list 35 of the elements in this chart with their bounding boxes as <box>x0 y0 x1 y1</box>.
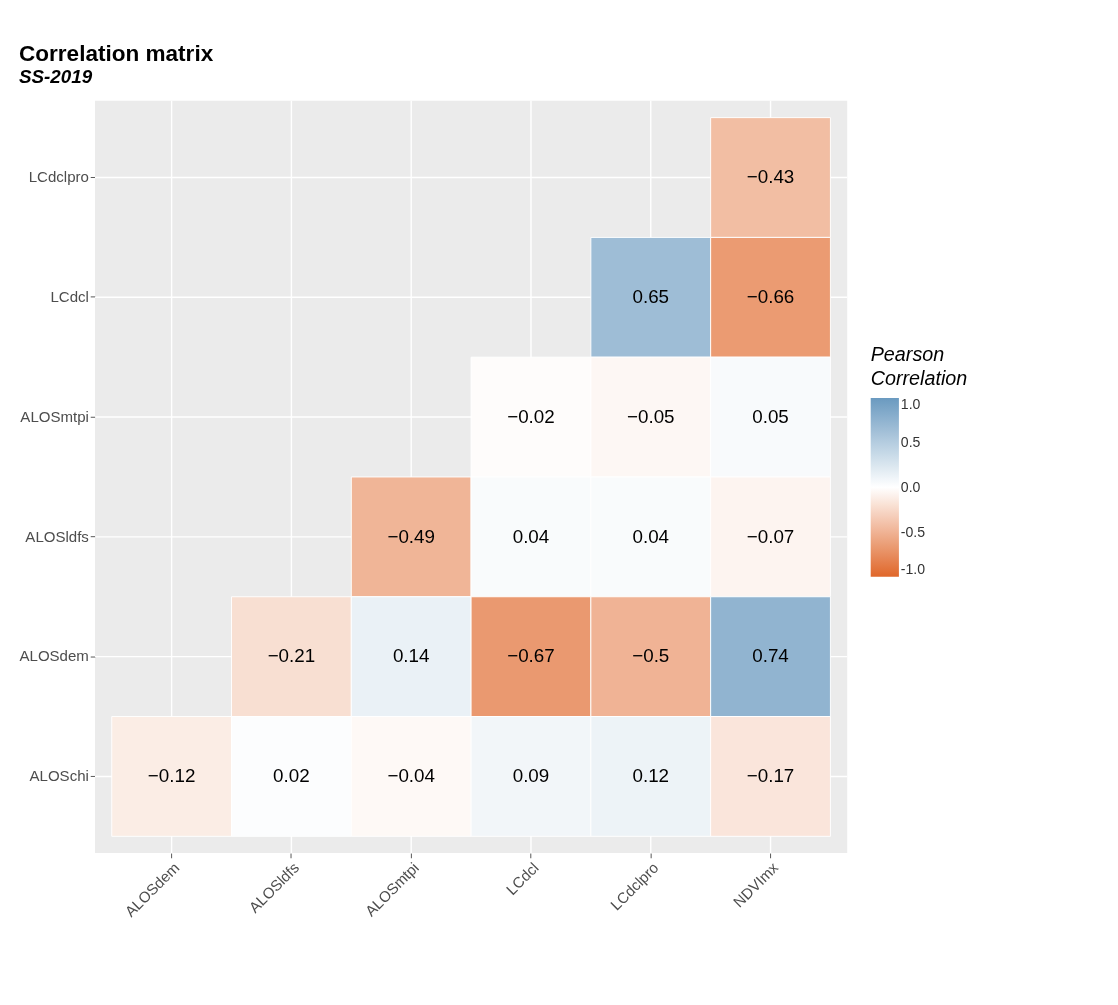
data-label: 0.04 <box>512 525 550 547</box>
data-label: 0.05 <box>752 405 789 427</box>
y-tick-label: LCdcl <box>50 288 89 305</box>
chart-title: Correlation matrix <box>18 40 214 66</box>
data-label: −0.5 <box>632 645 670 667</box>
color-bar-label: -0.5 <box>900 523 926 540</box>
color-bar-label: 0.0 <box>900 479 921 496</box>
data-label: 0.04 <box>632 525 670 547</box>
data-label: −0.67 <box>507 645 555 667</box>
legend-title: Pearson Correlation <box>870 343 968 389</box>
color-bar-label: -1.0 <box>900 560 926 577</box>
data-label: −0.66 <box>746 285 795 307</box>
data-label: −0.12 <box>147 765 196 787</box>
data-label: −0.07 <box>746 525 795 547</box>
data-label: 0.65 <box>632 285 670 307</box>
y-tick-label: ALOSldfs <box>25 527 89 545</box>
data-label: −0.49 <box>387 525 435 547</box>
data-label: 0.02 <box>273 765 310 787</box>
data-label: −0.17 <box>746 765 795 787</box>
data-label: −0.43 <box>746 166 795 188</box>
color-bar-label: 1.0 <box>900 396 921 413</box>
y-tick-label: ALOSdem <box>19 647 89 665</box>
data-label: 0.09 <box>512 765 550 787</box>
data-label: −0.04 <box>387 765 435 787</box>
chart-subtitle: SS-2019 <box>18 66 93 88</box>
y-tick-label: LCdclpro <box>28 168 89 186</box>
data-label: 0.14 <box>392 645 430 667</box>
data-label: 0.12 <box>632 765 670 787</box>
data-label: 0.74 <box>752 645 789 667</box>
data-label: −0.02 <box>507 405 555 427</box>
data-label: −0.05 <box>626 405 675 427</box>
data-label: −0.21 <box>267 645 316 667</box>
color-bar-label: 0.5 <box>900 434 921 451</box>
y-tick-label: ALOSmtpi <box>20 407 89 425</box>
y-tick-label: ALOSchi <box>29 767 89 785</box>
